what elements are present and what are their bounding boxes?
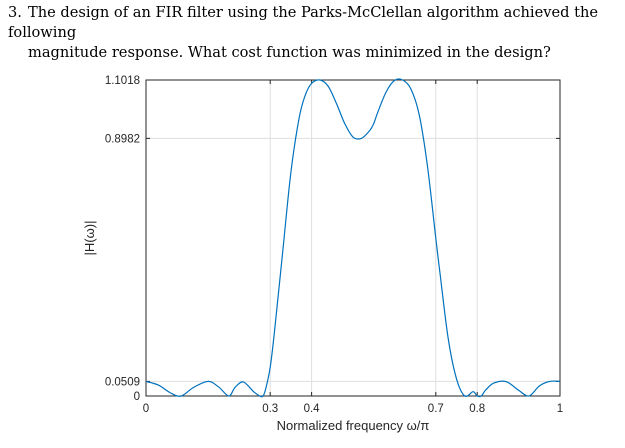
question-text: 3. The design of an FIR filter using the … [8, 3, 620, 63]
question-number: 3. [8, 4, 22, 21]
y-tick-label: 0.0509 [105, 376, 140, 388]
x-axis-label: Normalized frequency ω/π [277, 418, 430, 433]
y-tick-label: 0 [134, 391, 140, 403]
question-line-2: magnitude response. What cost function w… [28, 44, 551, 61]
x-tick-label: 0.8 [469, 403, 485, 415]
x-tick-label: 0.3 [262, 403, 278, 415]
y-tick-label: 1.1018 [105, 75, 140, 87]
plot-area [145, 79, 561, 397]
y-tick-label: 0.8982 [105, 133, 140, 145]
question-line-1: The design of an FIR filter using the Pa… [8, 4, 598, 41]
grid-lines [145, 79, 561, 397]
x-tick-label: 0.7 [428, 403, 444, 415]
y-axis-label: |H(ω)| [82, 221, 97, 256]
axis-ticks: 0 0.3 0.4 0.7 0.8 1 0 0.0509 0.8982 1.1018 [105, 75, 563, 415]
magnitude-response-line [145, 78, 561, 398]
x-tick-label: 0.4 [304, 403, 321, 415]
x-tick-label: 0 [143, 403, 149, 415]
x-tick-label: 1 [557, 403, 563, 415]
